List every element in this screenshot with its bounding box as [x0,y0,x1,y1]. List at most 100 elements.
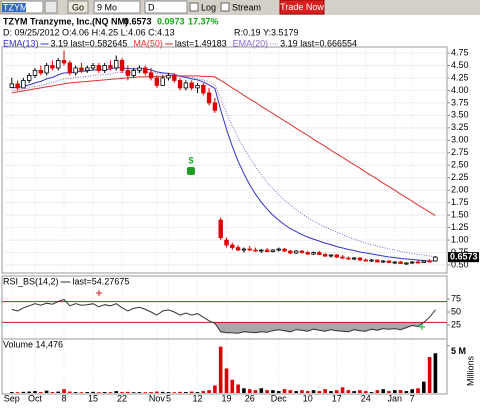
stream-checkbox[interactable] [220,2,230,12]
x-tick-label: 10 [303,393,313,403]
candle-body [38,70,44,74]
candle-body [305,252,310,255]
candle-body [125,70,131,76]
candle-body [108,65,113,69]
legend-name: MA(50) [133,38,163,48]
rsi-title: RSI_BS(14,2) [3,276,59,286]
rsi-last: last=54.27675 [73,276,130,286]
x-tick-label: 5 [166,393,171,403]
volume-bar [224,368,229,393]
volume-bar [33,391,37,393]
moving-average-line [11,66,436,262]
company-name: TZYM Tranzyme, Inc.(NQ NM) [3,16,128,26]
interval-select[interactable] [144,0,188,14]
candle-body [85,67,90,71]
y-tick-label: 50 [451,306,461,316]
volume-bar [178,391,182,393]
candle-body [172,75,177,81]
percent-change: 17.37% [188,16,219,26]
period-select[interactable] [93,0,141,14]
candle-body [409,261,415,264]
candle-body [351,257,357,260]
volume-bar [10,392,14,393]
y-tick-label: 3.00 [451,135,469,145]
candle-body [114,60,119,69]
go-button[interactable] [67,0,89,14]
volume-bar [398,390,403,393]
candle-body [369,259,374,262]
last-price-label: 0.6573 [450,252,478,262]
candle-body [299,250,305,253]
volume-bar [276,391,281,393]
volume-bar [242,388,246,393]
candle-body [212,102,218,111]
candle-body [311,252,316,255]
y-tick-label: 2.75 [451,147,469,157]
price-frame [1,46,448,274]
x-tick-label: Dec [271,393,288,403]
volume-bar [68,391,72,393]
volume-bar [126,391,130,393]
candle-body [357,257,363,261]
log-label: Log [201,2,216,12]
candle-body [328,254,334,257]
volume-bar [120,392,124,393]
ohlc-info: D: 09/25/2012 O:4.06 H:4.25 L:4.06 C:4.1… [3,27,175,37]
candle-body [427,260,432,263]
candle-body [433,256,438,262]
volume-bar [300,390,304,393]
candle-body [235,247,241,251]
y-tick-label: 0.50 [451,259,469,269]
volume-bar [149,392,153,393]
volume-bar [114,391,119,393]
y-tick-label: 2.00 [451,185,469,195]
volume-bar [21,391,26,393]
volume-bar [381,389,385,393]
candle-body [32,70,38,76]
oversold-fill [11,322,436,334]
candle-body [27,75,32,81]
candle-body [386,260,392,263]
volume-bar [259,388,264,393]
moving-average-line [11,75,436,217]
go-label: Go [72,2,84,12]
x-tick-label: Nov [149,393,166,403]
x-tick-label: Jan [388,393,403,403]
selection [2,3,26,12]
candle-body [282,248,287,252]
candle-body [218,219,223,238]
volume-bar [375,390,380,393]
volume-bar [282,389,287,393]
volume-bar [416,388,420,393]
event-icon[interactable] [187,167,195,175]
volume-bar [218,346,223,393]
volume-bar [39,392,43,393]
log-checkbox[interactable] [189,2,199,12]
candle-body [50,65,55,69]
candle-body [195,85,200,89]
candle-body [119,60,125,71]
candle-body [143,67,148,74]
volume-bar [265,390,269,393]
candle-body [247,248,252,251]
candle-body [131,70,136,76]
symbol-dropdown[interactable] [44,0,58,14]
volume-bar [195,392,200,393]
candle-body [288,250,293,254]
volume-bar [97,392,101,393]
candle-body [276,248,281,251]
volume-bar [410,389,414,393]
candle-body [160,77,165,86]
candle-body [44,65,49,74]
trade-button[interactable] [279,0,325,15]
volume-bar [329,391,333,393]
event-marker[interactable]: $ [188,155,193,165]
candle-body [415,261,421,264]
volume-bar [27,391,32,393]
candle-body [230,244,235,248]
candle-body [96,65,102,71]
trade-label: Trade Now [280,2,324,12]
candle-body [253,249,258,252]
candle-body [293,250,299,254]
